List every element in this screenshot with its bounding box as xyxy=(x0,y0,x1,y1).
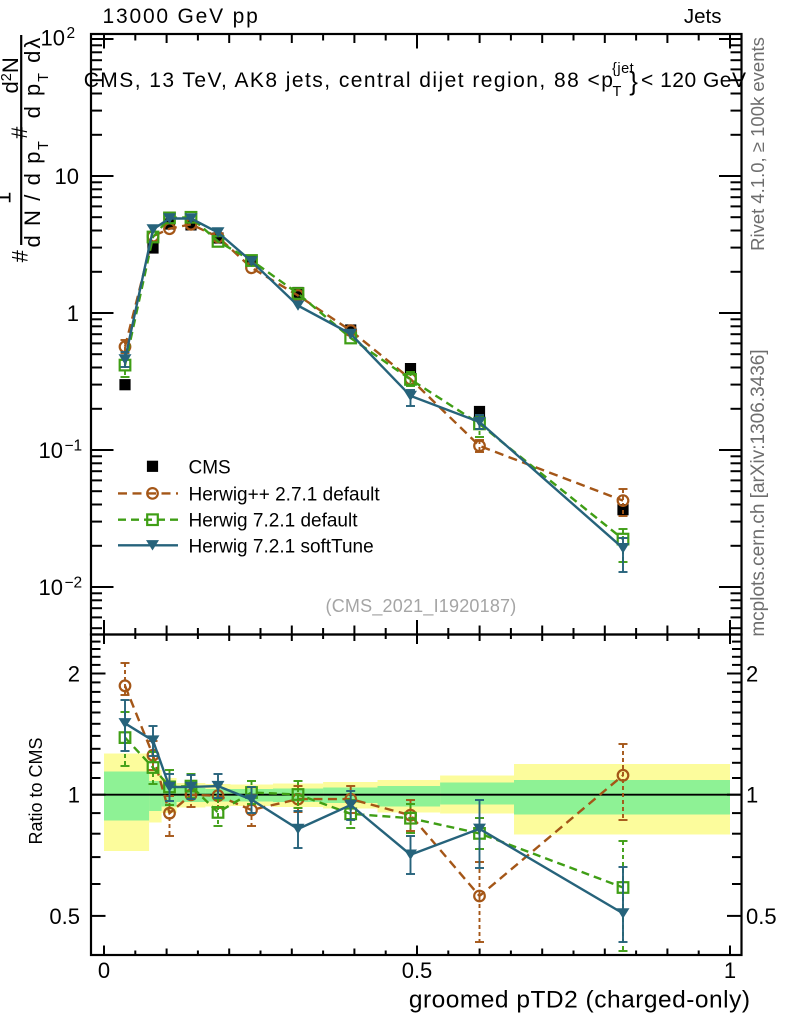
svg-text:0.5: 0.5 xyxy=(402,958,433,983)
svg-text:groomed pTD2 (charged-only): groomed pTD2 (charged-only) xyxy=(409,987,751,1014)
svg-text:Ratio to CMS: Ratio to CMS xyxy=(26,737,46,844)
svg-text:2: 2 xyxy=(68,661,80,686)
svg-text:}: } xyxy=(629,66,638,96)
svg-text:−1: −1 xyxy=(65,437,83,454)
svg-text:CMS: CMS xyxy=(189,457,231,478)
svg-text:2: 2 xyxy=(746,661,758,686)
svg-text:d2N: d2N xyxy=(0,57,23,93)
svg-text:0: 0 xyxy=(98,958,110,983)
svg-text:{jet: {jet xyxy=(612,61,634,77)
svg-text:10: 10 xyxy=(41,26,65,51)
svg-text:Rivet 4.1.0, ≥ 100k events: Rivet 4.1.0, ≥ 100k events xyxy=(747,37,768,251)
svg-text:1: 1 xyxy=(67,301,79,326)
svg-text:< 120 GeV: < 120 GeV xyxy=(641,69,747,92)
svg-text:0.5: 0.5 xyxy=(49,904,80,929)
svg-text:(CMS_2021_I1920187): (CMS_2021_I1920187) xyxy=(326,596,517,617)
svg-text:1: 1 xyxy=(746,783,758,808)
svg-text:Herwig++ 2.7.1 default: Herwig++ 2.7.1 default xyxy=(189,484,381,505)
svg-text:10: 10 xyxy=(39,575,63,600)
svg-text:T: T xyxy=(613,84,622,100)
svg-text:1: 1 xyxy=(724,958,736,983)
svg-text:1: 1 xyxy=(68,783,80,808)
svg-text:13000 GeV pp: 13000 GeV pp xyxy=(103,5,260,28)
svg-text:CMS, 13 TeV, AK8 jets, central: CMS, 13 TeV, AK8 jets, central dijet reg… xyxy=(84,69,615,92)
svg-text:Jets: Jets xyxy=(684,5,722,28)
svg-text:#: # xyxy=(7,126,32,139)
svg-text:1: 1 xyxy=(0,192,16,204)
svg-text:Herwig 7.2.1 softTune: Herwig 7.2.1 softTune xyxy=(189,536,374,557)
svg-text:10: 10 xyxy=(39,438,63,463)
svg-text:mcplots.cern.ch [arXiv:1306.34: mcplots.cern.ch [arXiv:1306.3436] xyxy=(748,349,769,636)
svg-text:#: # xyxy=(8,249,33,262)
svg-text:−2: −2 xyxy=(65,574,83,591)
svg-text:0.5: 0.5 xyxy=(746,904,777,929)
svg-text:10: 10 xyxy=(55,164,79,189)
svg-text:2: 2 xyxy=(67,25,76,42)
svg-text:Herwig 7.2.1 default: Herwig 7.2.1 default xyxy=(189,511,359,532)
